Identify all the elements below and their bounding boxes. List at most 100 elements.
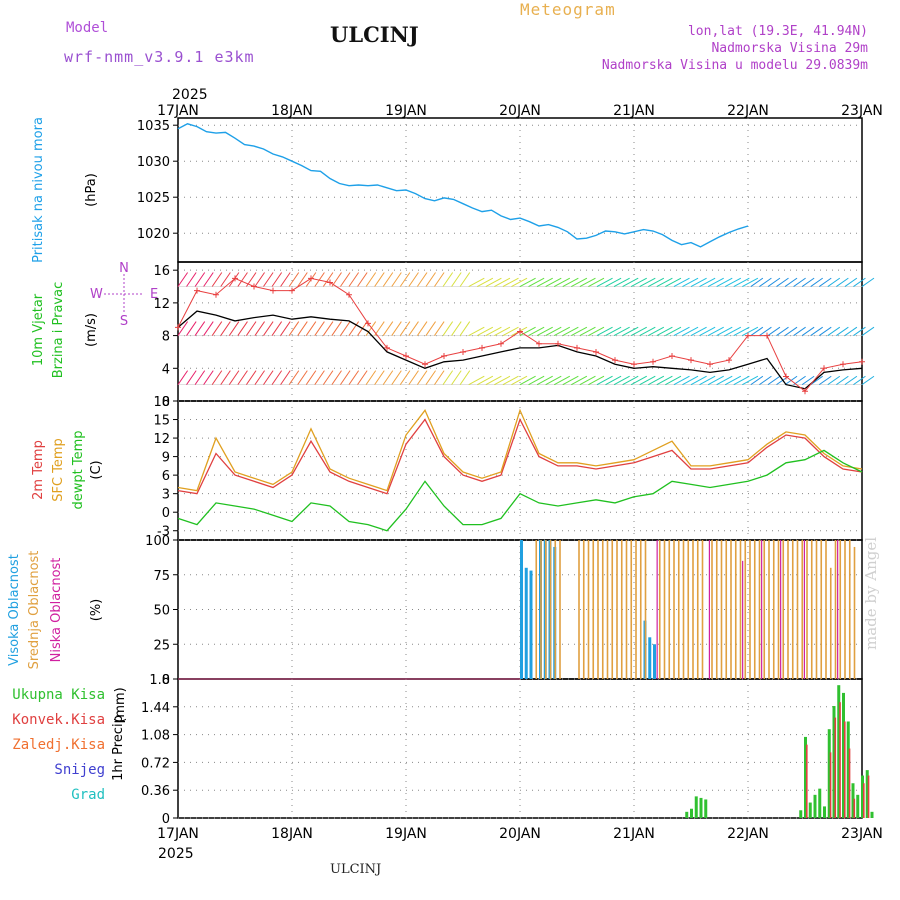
wind-barb	[613, 277, 630, 287]
precip-total-bar	[870, 811, 874, 818]
cloud-mid-bar	[535, 540, 538, 679]
wind-barb	[682, 326, 699, 337]
wind-gust-marker	[536, 340, 542, 347]
wind-barb	[203, 272, 214, 287]
cloud-mid-bar	[711, 540, 713, 679]
temperature-frame	[177, 400, 863, 541]
wind-barb	[357, 370, 368, 385]
wind-barb	[613, 375, 630, 386]
cloud-mid-bar	[796, 540, 799, 679]
wind-gust-marker	[555, 340, 561, 347]
precip-total-bar	[865, 770, 869, 818]
wind-barb	[194, 272, 206, 287]
wind-gust-marker	[365, 320, 371, 327]
wind-barb	[451, 272, 462, 287]
compass-west-label: W	[90, 287, 103, 302]
top-day-label: 22JAN	[727, 103, 769, 119]
cloud-mid-bar	[587, 540, 590, 679]
wind-speed-line	[177, 310, 863, 390]
wind-barb	[374, 370, 385, 385]
wind-barb	[673, 277, 690, 287]
precip-ytick-label: 0.72	[141, 756, 170, 771]
wind-barb	[186, 370, 197, 385]
wind-barb	[245, 370, 257, 385]
wind-barb	[254, 370, 265, 385]
wind-barb	[716, 326, 733, 337]
wind-barb	[733, 277, 750, 287]
temperature-panel: -3 0 3 6 9 12 15 18	[153, 395, 863, 541]
model-name: wrf-nmm_v3.9.1 e3km	[64, 48, 255, 66]
wind-barb	[382, 370, 394, 385]
wind-barb	[630, 277, 647, 287]
wind-gust-marker	[384, 344, 390, 351]
wind-barb	[776, 277, 789, 287]
wind-gust-marker	[498, 340, 504, 347]
cloud-mid-bar	[725, 540, 728, 679]
temperature-title: 2m Temp	[31, 440, 46, 500]
cloud-mid-bar	[606, 540, 609, 679]
wind-barb	[434, 272, 445, 287]
wind-gust-marker	[726, 357, 732, 364]
cloud-mid-bar	[715, 540, 718, 679]
wind-barb	[416, 321, 428, 336]
cloud-mid-bar	[720, 540, 723, 679]
wind-barb	[391, 370, 402, 385]
wind-barb	[408, 370, 419, 385]
wind-barb	[237, 272, 248, 287]
wind-ytick-label: 12	[153, 297, 170, 312]
wind-gust-marker	[707, 361, 713, 368]
wind-barb	[434, 370, 445, 385]
compass-north-label: N	[119, 261, 129, 276]
precip-total-bar	[694, 796, 698, 818]
cloud-mid-bar	[620, 540, 623, 679]
wind-gust-marker	[631, 361, 637, 368]
pressure-panel: 1020 1025 1030 1035	[137, 117, 863, 263]
precip-total-bar	[861, 775, 864, 818]
wind-barb	[305, 370, 317, 385]
cloud-mid-bar	[677, 540, 680, 679]
wind-barb	[596, 326, 613, 337]
wind-barb	[588, 326, 605, 337]
bottom-day-label: 20JAN	[499, 826, 541, 842]
wind-barb	[827, 277, 841, 287]
cloud-mid-bar	[782, 540, 785, 679]
wind-barb	[562, 326, 579, 337]
precip-total-bar	[808, 802, 812, 818]
wind-barb	[357, 272, 368, 287]
wind-barb	[810, 277, 823, 287]
wind-barb	[605, 277, 622, 287]
cloud-mid-bar	[611, 540, 614, 679]
wind-barb	[194, 321, 206, 336]
wind-gust-marker	[840, 361, 846, 368]
cloud-mid-bar	[768, 540, 770, 679]
cloud-low-bar	[708, 540, 710, 679]
wind-barb	[545, 326, 562, 337]
cloud-low-bar	[742, 560, 744, 679]
wind-gust-marker	[650, 358, 656, 365]
wind-barb	[519, 375, 536, 386]
wind-barb	[536, 375, 553, 386]
wind-barb	[818, 375, 832, 386]
wind-barb	[331, 370, 342, 385]
wind-barb	[648, 326, 665, 337]
wind-barb	[639, 277, 656, 287]
wind-barb	[759, 375, 772, 386]
temperature-ytick-label: 12	[153, 432, 170, 447]
lonlat-label: lon,lat (19.3E, 41.94N)	[687, 24, 868, 39]
top-day-label: 18JAN	[271, 103, 313, 119]
temperature-ytick-label: 9	[162, 451, 170, 466]
precip-ytick-label: 0	[162, 812, 170, 827]
wind-barb	[468, 277, 485, 287]
wind-barb	[716, 375, 733, 386]
bottom-year-label: 2025	[158, 846, 194, 862]
wind-barb	[562, 375, 579, 386]
cloud-mid-bar	[801, 540, 804, 679]
pressure-title: Pritisak na nivou mora	[31, 117, 46, 263]
wind-barb	[348, 370, 360, 385]
wind-barb	[340, 272, 351, 287]
cloud-mid-bar	[540, 540, 542, 679]
wind-barb	[844, 277, 858, 287]
wind-barb	[365, 321, 377, 336]
wind-barb	[288, 272, 300, 287]
